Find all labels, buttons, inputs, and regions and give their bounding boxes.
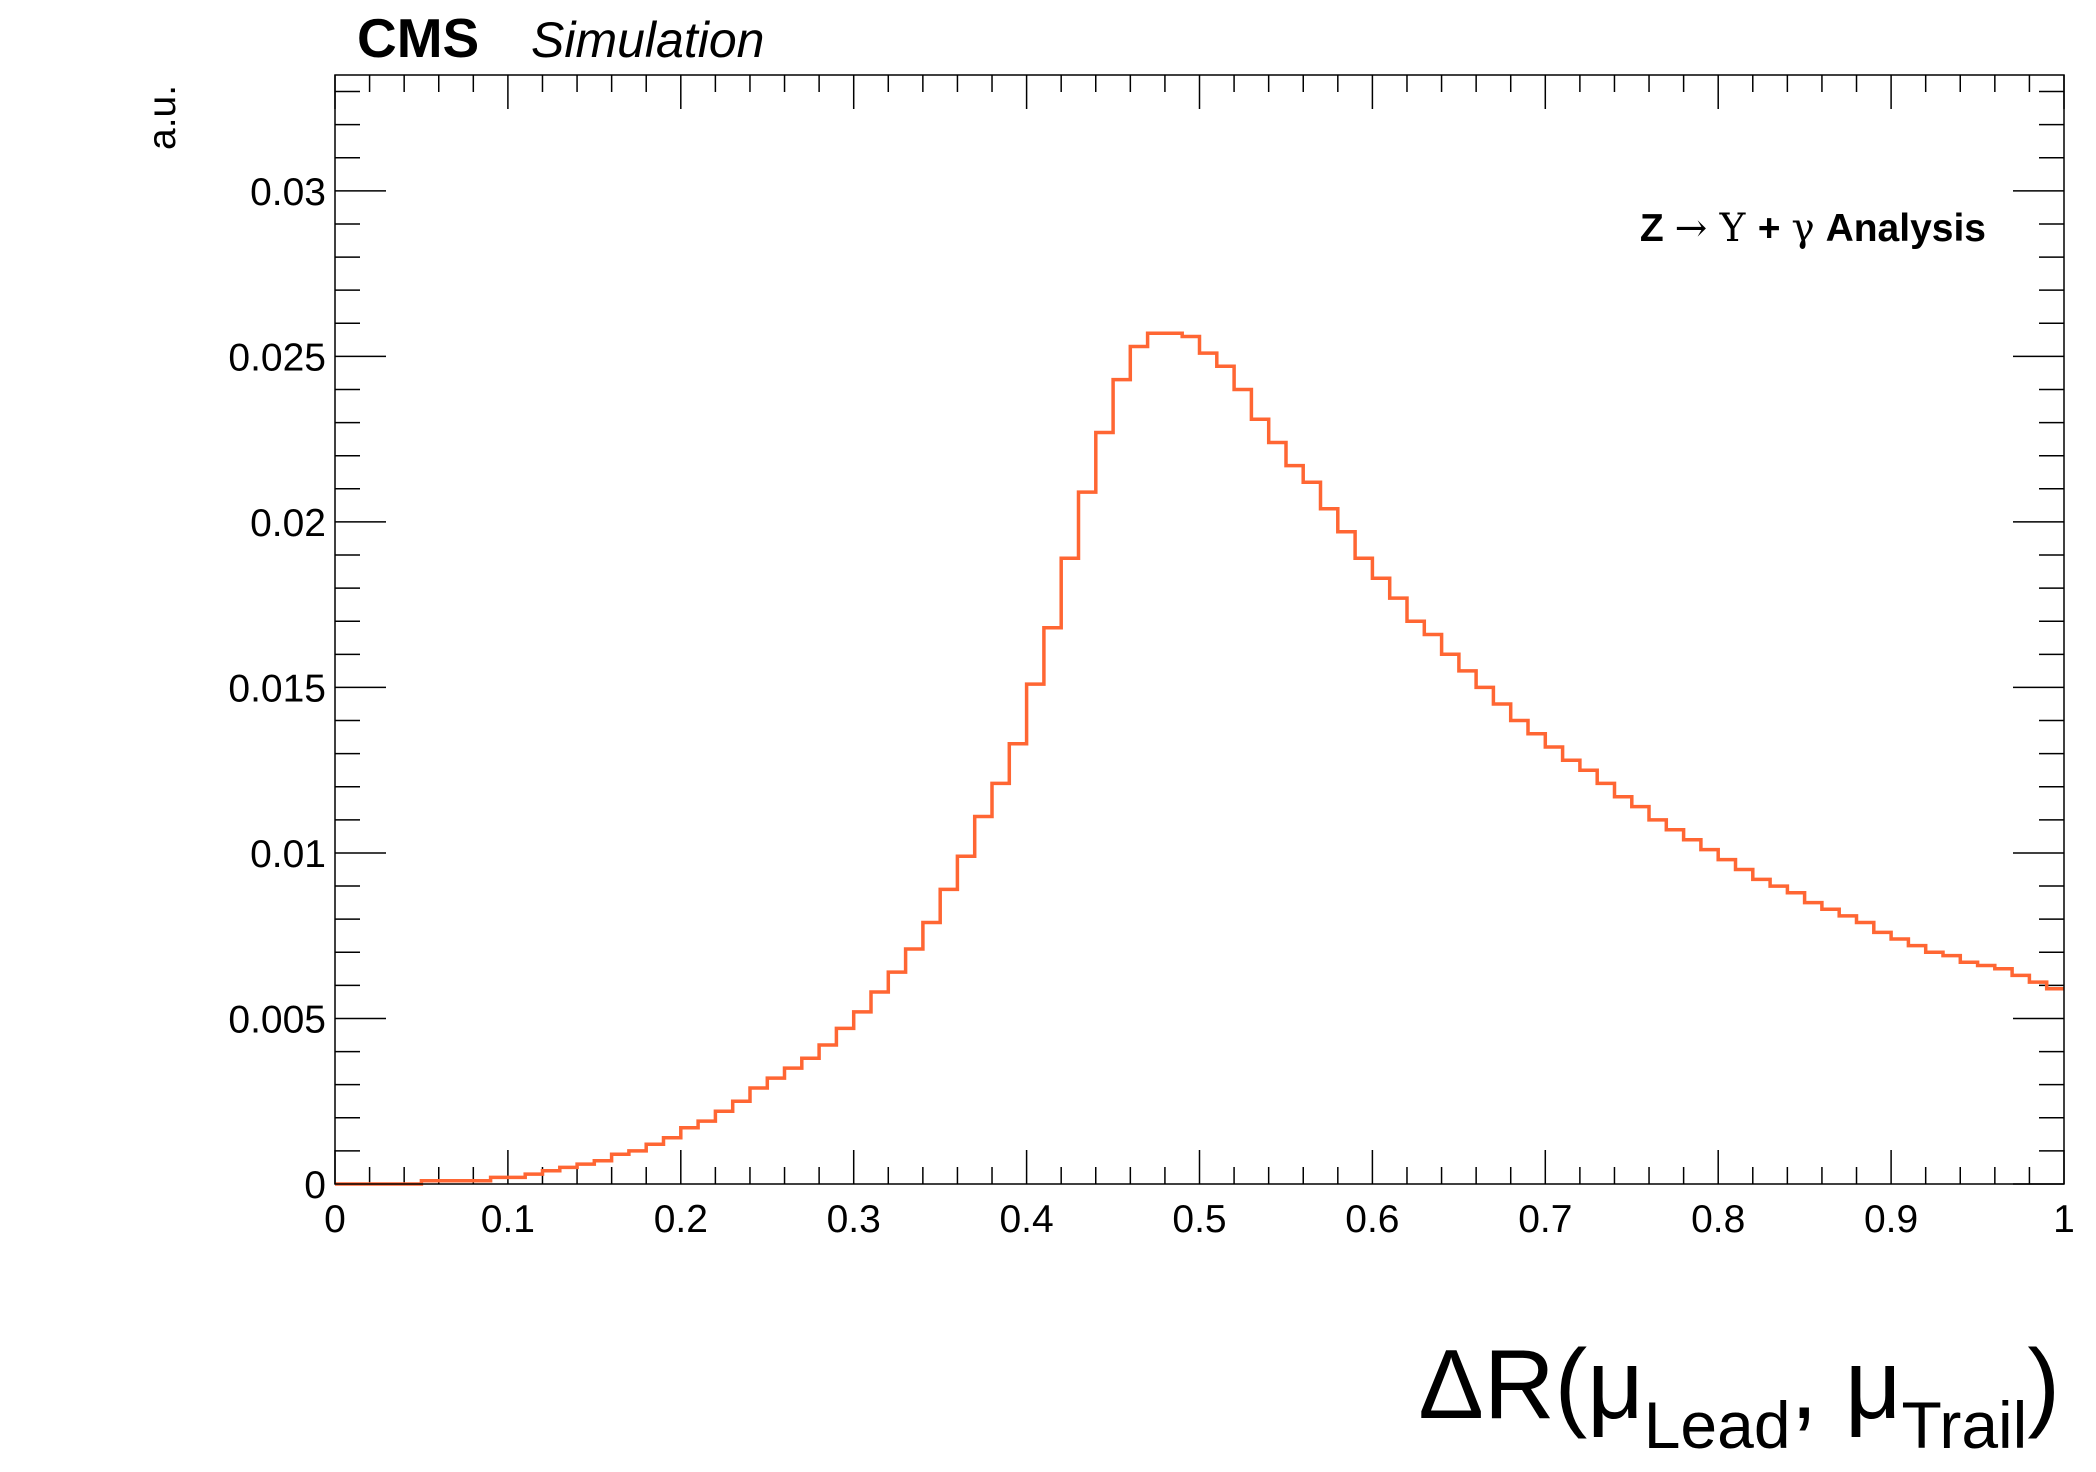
x-tick-label: 0.8 (1691, 1198, 1745, 1241)
y-tick-label: 0 (304, 1164, 326, 1207)
y-tick-label: 0.005 (228, 998, 326, 1041)
analysis-annotation: Z → Υ + γ Analysis (1640, 206, 1986, 251)
simulation-label: Simulation (531, 12, 764, 68)
x-tick-label: 0.7 (1518, 1198, 1572, 1241)
y-tick-label: 0.015 (228, 667, 326, 710)
x-tick-label: 0.4 (999, 1198, 1053, 1241)
x-tick-label: 0.6 (1345, 1198, 1399, 1241)
x-tick-label: 0.5 (1172, 1198, 1226, 1241)
x-tick-labels: 0 0.1 0.2 0.3 0.4 0.5 0.6 0.7 0.8 0.9 1 (324, 1198, 2075, 1241)
x-tick-label: 0 (324, 1198, 346, 1241)
x-tick-label: 1 (2053, 1198, 2075, 1241)
x-tick-label: 0.1 (481, 1198, 535, 1241)
histogram-line (335, 331, 2064, 1186)
y-tick-label: 0.01 (250, 833, 326, 876)
x-tick-label: 0.3 (827, 1198, 881, 1241)
x-axis-label: ΔR(μLead, μTrail) (1418, 1329, 2060, 1462)
y-tick-labels: 0 0.005 0.01 0.015 0.02 0.025 0.03 (228, 171, 326, 1207)
x-tick-label: 0.2 (654, 1198, 708, 1241)
plot-frame (334, 74, 2065, 1185)
cms-label: CMS (357, 7, 479, 69)
x-tick-label: 0.9 (1864, 1198, 1918, 1241)
y-tick-label: 0.03 (250, 171, 326, 214)
y-tick-label: 0.025 (228, 336, 326, 379)
y-tick-label: 0.02 (250, 502, 326, 545)
y-axis-label: a.u. (141, 85, 184, 150)
